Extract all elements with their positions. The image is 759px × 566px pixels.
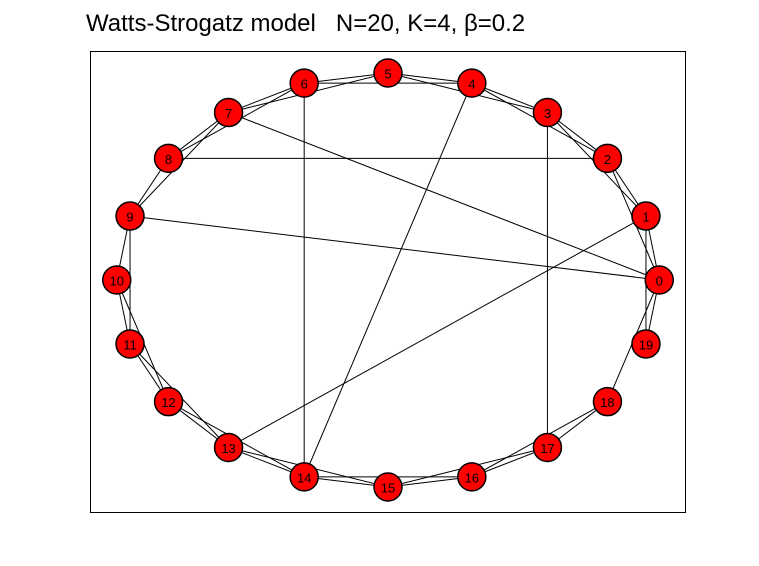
- svg-text:5: 5: [384, 67, 391, 82]
- svg-text:0: 0: [656, 274, 663, 289]
- svg-text:9: 9: [126, 210, 133, 225]
- svg-text:6: 6: [301, 77, 308, 92]
- svg-text:7: 7: [225, 106, 232, 121]
- svg-text:10: 10: [110, 274, 124, 289]
- svg-text:12: 12: [161, 395, 175, 410]
- svg-text:8: 8: [165, 152, 172, 167]
- svg-text:15: 15: [381, 481, 395, 496]
- svg-text:13: 13: [221, 441, 235, 456]
- svg-text:16: 16: [465, 470, 479, 485]
- svg-text:19: 19: [639, 337, 653, 352]
- svg-text:3: 3: [544, 106, 551, 121]
- svg-text:17: 17: [540, 441, 554, 456]
- svg-text:4: 4: [468, 77, 475, 92]
- svg-text:14: 14: [297, 470, 311, 485]
- svg-text:2: 2: [604, 152, 611, 167]
- svg-text:1: 1: [642, 210, 649, 225]
- svg-text:11: 11: [123, 337, 137, 352]
- svg-text:18: 18: [600, 395, 614, 410]
